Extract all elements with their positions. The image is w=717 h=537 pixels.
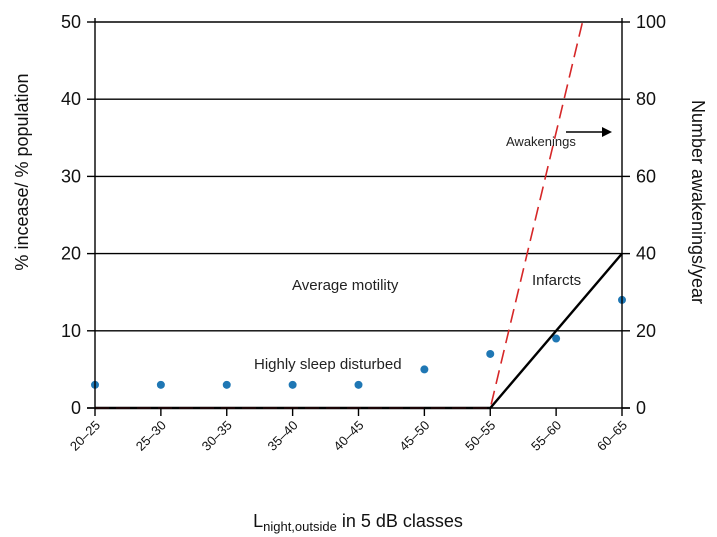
- y-ticks-left: 0 10 20 30 40 50: [61, 12, 95, 418]
- y-right-tick-label-0: 0: [636, 398, 646, 418]
- y-left-tick-label-20: 20: [61, 244, 81, 264]
- series-line-awakenings: [95, 21, 584, 409]
- annotation-highly-sleep-disturbed: Highly sleep disturbed: [254, 356, 402, 373]
- x-axis-title: Lnight,outside in 5 dB classes: [253, 511, 463, 534]
- x-ticks: 20–25 25–30 30–35 35–40 40–45 45–50 50–55 55–60…: [67, 408, 630, 454]
- y-ticks-right: 0 20 40 60 80 100: [622, 12, 666, 418]
- y-left-tick-label-40: 40: [61, 89, 81, 109]
- point-highly-sleep-disturbed-2: [222, 380, 231, 389]
- y-right-tick-label-80: 80: [636, 89, 656, 109]
- series-layer: [91, 21, 626, 410]
- awakenings-arrow-head: [602, 127, 612, 137]
- point-highly-sleep-disturbed-4: [354, 380, 363, 389]
- y-right-tick-label-100: 100: [636, 12, 666, 32]
- point-highly-sleep-disturbed-1: [156, 380, 165, 389]
- x-axis-title-main: L: [253, 511, 263, 531]
- y-right-tick-label-60: 60: [636, 166, 656, 186]
- point-highly-sleep-disturbed-3: [288, 380, 297, 389]
- x-tick-label-3: 35–40: [265, 418, 301, 454]
- x-tick-label-4: 40–45: [330, 418, 366, 454]
- point-highly-sleep-disturbed-7: [552, 334, 561, 343]
- y-left-tick-label-0: 0: [71, 398, 81, 418]
- x-tick-label-5: 45–50: [396, 418, 432, 454]
- y-left-tick-label-10: 10: [61, 321, 81, 341]
- x-tick-label-6: 50–55: [462, 418, 498, 454]
- axes: [87, 18, 630, 409]
- x-axis-title-rest: in 5 dB classes: [337, 511, 463, 531]
- point-highly-sleep-disturbed-5: [420, 365, 429, 374]
- y-axis-left-title: % incease/ % population: [12, 73, 32, 270]
- annotation-awakenings: Awakenings: [506, 134, 576, 149]
- y-left-tick-label-30: 30: [61, 166, 81, 186]
- y-axis-right-title: Number awakenings/year: [688, 100, 708, 304]
- annotation-infarcts: Infarcts: [532, 272, 581, 289]
- y-right-tick-label-40: 40: [636, 244, 656, 264]
- x-tick-label-7: 55–60: [528, 418, 564, 454]
- x-tick-label-8: 60–65: [594, 418, 630, 454]
- y-left-tick-label-50: 50: [61, 12, 81, 32]
- point-highly-sleep-disturbed-6: [486, 349, 495, 358]
- x-tick-label-1: 25–30: [133, 418, 169, 454]
- x-tick-label-2: 30–35: [199, 418, 235, 454]
- y-right-tick-label-20: 20: [636, 321, 656, 341]
- annotation-average-motility: Average motility: [292, 277, 399, 294]
- grid-lines: [95, 21, 622, 332]
- x-axis-title-sub: night,outside: [263, 519, 337, 534]
- x-tick-label-0: 20–25: [67, 418, 103, 454]
